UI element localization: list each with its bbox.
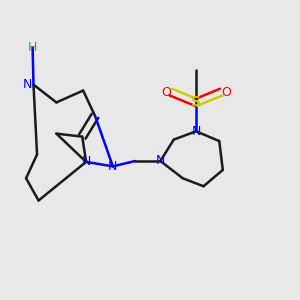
Text: N: N <box>156 154 165 167</box>
Text: S: S <box>191 95 201 110</box>
Text: N: N <box>23 78 32 91</box>
Text: N: N <box>108 160 118 173</box>
Text: N: N <box>191 125 201 138</box>
Text: O: O <box>161 85 171 98</box>
Text: N: N <box>81 155 91 168</box>
Text: O: O <box>221 85 231 98</box>
Text: H: H <box>28 41 37 54</box>
